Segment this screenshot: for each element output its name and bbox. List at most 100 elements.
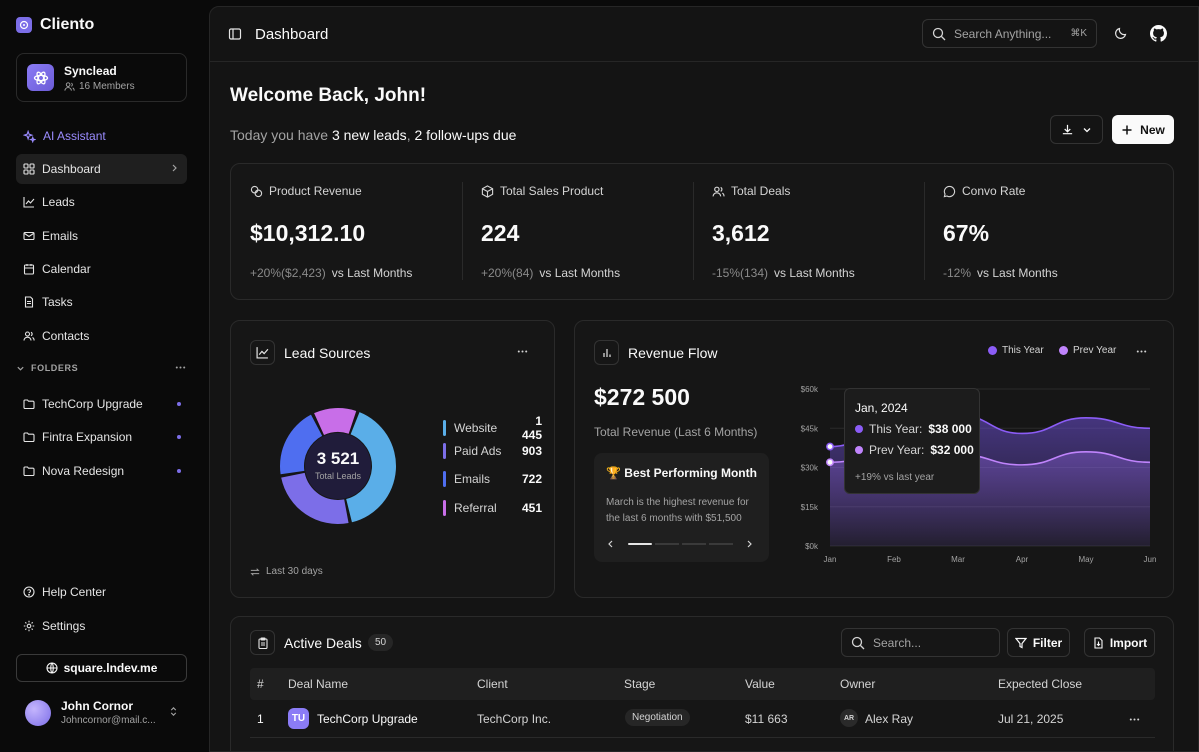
lead-sources-period[interactable]: Last 30 days (250, 566, 323, 577)
bar-chart-icon (602, 348, 611, 357)
donut-slice-website[interactable] (346, 412, 396, 523)
revenue-total-label: Total Revenue (Last 6 Months) (594, 425, 758, 439)
chevron-down-icon (1083, 127, 1091, 132)
moon-icon[interactable] (1114, 26, 1128, 40)
deal-owner: Alex Ray (865, 712, 914, 726)
download-button[interactable] (1050, 115, 1103, 144)
stage-badge: Negotiation (625, 709, 690, 726)
folder-dot (177, 469, 181, 473)
brand[interactable]: Cliento (16, 16, 94, 34)
new-button[interactable]: New (1112, 115, 1174, 144)
pager-dot[interactable] (682, 543, 706, 545)
folder-icon (23, 466, 35, 477)
y-tick-label: $30k (801, 464, 819, 473)
users-icon (64, 81, 75, 91)
more-horizontal-icon[interactable] (516, 345, 529, 358)
divider (462, 182, 463, 280)
folder-item[interactable]: Nova Redesign (16, 456, 187, 486)
arrows-exchange-icon (250, 567, 260, 576)
chevron-down-icon (17, 366, 24, 371)
revenue-flow-title: Revenue Flow (628, 345, 718, 361)
column-header[interactable]: Client (477, 677, 508, 691)
legend-swatch (988, 346, 997, 355)
divider (693, 182, 694, 280)
table-row[interactable]: 1 TU TechCorp Upgrade TechCorp Inc. Nego… (250, 700, 1155, 738)
chart-line-icon (256, 347, 269, 359)
sidebar-toggle-icon[interactable] (228, 27, 242, 41)
folder-dot (177, 402, 181, 406)
y-tick-label: $15k (801, 503, 819, 512)
lead-sources-card: Lead Sources 3 521 Total Leads Website 1… (230, 320, 555, 598)
donut-slice-paid-ads[interactable] (281, 472, 349, 524)
workspace-members: 16 Members (64, 81, 135, 92)
folders-heading[interactable]: FOLDERS (16, 363, 187, 373)
deals-search-input[interactable]: Search... (841, 628, 1000, 657)
nav-leads[interactable]: Leads (16, 187, 187, 217)
column-header[interactable]: Owner (840, 677, 876, 691)
plus-icon (1122, 125, 1132, 134)
stat-value: $10,312.10 (250, 220, 366, 246)
tooltip-prev-year: Prev Year: $32 000 (855, 443, 974, 457)
legend-swatch (443, 443, 446, 459)
nav-dashboard[interactable]: Dashboard (16, 154, 187, 184)
donut-hole (305, 433, 371, 499)
best-month-desc: March is the highest revenue for the las… (606, 497, 749, 524)
folder-item[interactable]: TechCorp Upgrade (16, 389, 187, 419)
chevron-left-icon[interactable] (608, 540, 613, 548)
welcome-heading: Welcome Back, John! (230, 85, 427, 106)
sidebar: Cliento Synclead 16 Members AI Assistant… (0, 0, 209, 752)
legend-swatch (443, 500, 446, 516)
nav-contacts[interactable]: Contacts (16, 321, 187, 351)
github-icon[interactable] (1150, 25, 1167, 42)
point-prev-year-jan[interactable] (826, 458, 834, 467)
file-icon (24, 296, 34, 308)
column-header[interactable]: Stage (624, 677, 656, 691)
best-month-card: 🏆 Best Performing Month March is the hig… (594, 453, 769, 562)
nav-emails[interactable]: Emails (16, 221, 187, 251)
deals-count-badge: 50 (368, 634, 394, 651)
folder-item[interactable]: Fintra Expansion (16, 422, 187, 452)
point-this-year-jan[interactable] (826, 442, 834, 451)
column-header[interactable]: # (257, 677, 264, 691)
donut-slice-referral[interactable] (314, 408, 357, 436)
nav-ai-assistant[interactable]: AI Assistant (16, 121, 187, 151)
download-icon (1062, 124, 1073, 135)
deal-name[interactable]: TechCorp Upgrade (317, 712, 418, 726)
pager-dot[interactable] (655, 543, 679, 545)
chart-line-icon (23, 197, 35, 208)
x-tick-label: May (1078, 555, 1093, 564)
legend-swatch (1059, 346, 1068, 355)
stat-value: 224 (481, 220, 520, 246)
stat-product-revenue: Product Revenue $10,312.10 +20%($2,423) v… (250, 184, 413, 280)
column-header[interactable]: Deal Name (288, 677, 349, 691)
column-header[interactable]: Value (745, 677, 775, 691)
revenue-flow-card: Revenue Flow This Year Prev Year $272 50… (574, 320, 1174, 598)
active-deals-card: Active Deals 50 Search... Filter Import … (230, 616, 1174, 751)
column-header[interactable]: Expected Close (998, 677, 1083, 691)
chevron-right-icon[interactable] (747, 540, 752, 548)
more-horizontal-icon[interactable] (1128, 713, 1141, 726)
user-menu[interactable]: John Cornor Johncornor@mail.c... (25, 699, 185, 726)
donut-slice-emails[interactable] (280, 414, 323, 475)
pager-dot[interactable] (628, 543, 652, 545)
nav-settings[interactable]: Settings (16, 611, 187, 641)
site-link-button[interactable]: square.lndev.me (16, 654, 187, 682)
revenue-flow-icon-box (594, 340, 619, 365)
pager-dot[interactable] (709, 543, 733, 545)
x-tick-label: Mar (951, 555, 965, 564)
clipboard-icon (257, 636, 268, 649)
more-horizontal-icon[interactable] (174, 361, 187, 374)
filter-button[interactable]: Filter (1007, 628, 1070, 657)
workspace-switcher[interactable]: Synclead 16 Members (16, 53, 187, 102)
help-circle-icon (23, 586, 35, 598)
nav-tasks[interactable]: Tasks (16, 287, 187, 317)
nav-help-center[interactable]: Help Center (16, 577, 187, 607)
import-button[interactable]: Import (1084, 628, 1155, 657)
grid-icon (23, 163, 35, 175)
deal-avatar: TU (288, 708, 309, 729)
global-search-input[interactable]: Search Anything... ⌘K (922, 19, 1097, 48)
search-icon (932, 27, 946, 40)
more-horizontal-icon[interactable] (1135, 345, 1148, 358)
deals-icon-box (250, 630, 275, 655)
nav-calendar[interactable]: Calendar (16, 254, 187, 284)
